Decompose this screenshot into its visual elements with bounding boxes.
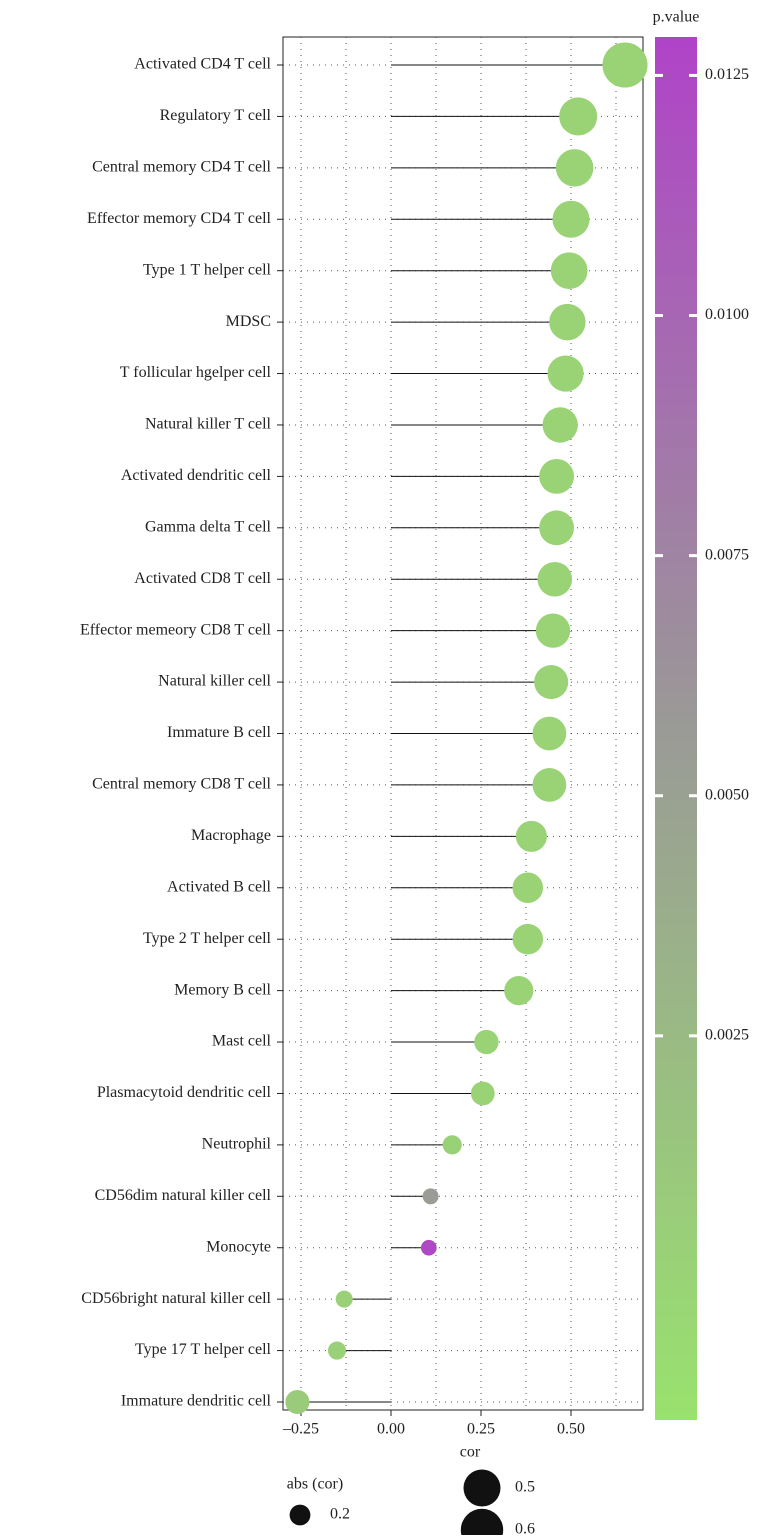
y-tick-label: Type 2 T helper cell (143, 930, 272, 947)
dot (442, 1135, 462, 1155)
dot (512, 872, 544, 904)
dot (335, 1290, 353, 1308)
dot (552, 200, 590, 238)
dot (420, 1239, 437, 1256)
dot (542, 407, 578, 443)
y-tick-label: Type 1 T helper cell (143, 261, 272, 278)
colorbar-tick-label: 0.0050 (705, 786, 749, 803)
y-tick-label: Memory B cell (174, 981, 271, 998)
y-tick-label: Effector memory CD4 T cell (87, 210, 272, 227)
dot (539, 510, 575, 546)
dot (285, 1389, 310, 1415)
size-legend-label: 0.6 (515, 1521, 535, 1535)
y-tick-label: Plasmacytoid dendritic cell (97, 1084, 272, 1101)
y-tick-label: Macrophage (191, 827, 271, 844)
y-tick-label: Immature dendritic cell (121, 1393, 272, 1410)
x-tick-label: 0.00 (377, 1421, 405, 1438)
x-tick-label: –0.25 (282, 1421, 319, 1438)
y-tick-label: Activated CD8 T cell (134, 570, 271, 587)
dot (327, 1341, 347, 1360)
dot (504, 976, 534, 1006)
y-tick-label: Neutrophil (202, 1136, 272, 1153)
x-axis-label: cor (460, 1444, 481, 1461)
y-tick-label: Gamma delta T cell (145, 518, 272, 535)
plot-area (282, 36, 644, 1411)
y-tick-label: Effector memeory CD8 T cell (80, 621, 272, 638)
y-tick-label: MDSC (226, 313, 271, 330)
size-legend-title: abs (cor) (287, 1476, 343, 1493)
colorbar (655, 37, 697, 1420)
size-legend-dot (463, 1469, 501, 1507)
dot (470, 1081, 495, 1106)
dot (535, 613, 571, 648)
size-legend-label: 0.5 (515, 1479, 535, 1496)
y-tick-label: Natural killer T cell (145, 416, 272, 433)
colorbar-tick-label: 0.0100 (705, 306, 749, 323)
dot (539, 458, 575, 494)
y-tick-label: CD56bright natural killer cell (81, 1290, 271, 1307)
y-tick-label: Activated dendritic cell (121, 467, 272, 484)
dot (547, 355, 584, 392)
dot (512, 923, 544, 955)
dot (474, 1029, 499, 1055)
colorbar-tick-label: 0.0075 (705, 546, 749, 563)
y-tick-label: Mast cell (212, 1033, 272, 1050)
x-tick-label: 0.25 (467, 1421, 495, 1438)
dot (602, 42, 648, 88)
y-tick-label: Central memory CD8 T cell (92, 776, 271, 793)
dot (515, 820, 547, 852)
y-tick-label: Type 17 T helper cell (135, 1341, 272, 1358)
dot (555, 149, 594, 187)
y-tick-label: T follicular hgelper cell (120, 364, 272, 381)
y-tick-label: Activated CD4 T cell (134, 56, 271, 73)
size-legend-label: 0.2 (330, 1506, 350, 1523)
y-tick-label: Monocyte (206, 1238, 271, 1255)
dot (549, 303, 586, 341)
colorbar-tick-label: 0.0125 (705, 66, 749, 83)
dot (559, 97, 598, 136)
colorbar-tick-label: 0.0025 (705, 1027, 749, 1044)
colorbar-title: p.value (653, 9, 700, 26)
y-tick-label: Immature B cell (167, 724, 272, 741)
dot (550, 252, 588, 290)
y-tick-label: Activated B cell (167, 878, 272, 895)
size-legend-dot (460, 1508, 504, 1540)
y-tick-label: Regulatory T cell (160, 107, 272, 124)
dot (532, 716, 567, 751)
y-tick-label: Natural killer cell (158, 673, 271, 690)
x-tick-label: 0.50 (557, 1421, 585, 1438)
y-tick-label: CD56dim natural killer cell (95, 1187, 272, 1204)
dot (534, 665, 569, 700)
dot (537, 561, 573, 597)
size-legend-dot (289, 1504, 311, 1526)
y-tick-label: Central memory CD4 T cell (92, 159, 271, 176)
dot (532, 768, 567, 802)
dot (422, 1188, 439, 1205)
